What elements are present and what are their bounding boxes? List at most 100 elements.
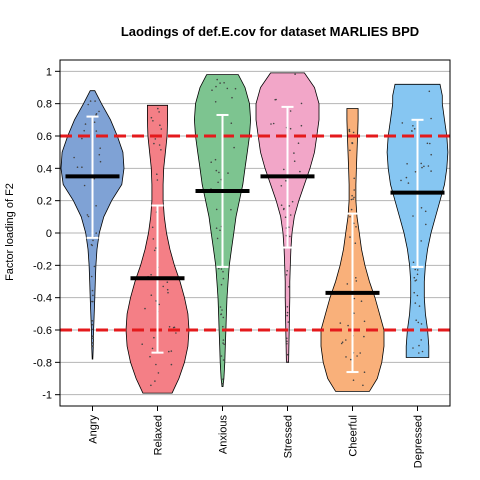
observation-point [289, 235, 291, 238]
x-tick-label-depressed: Depressed [413, 415, 425, 468]
observation-point [98, 110, 100, 113]
observation-point [286, 337, 288, 340]
observation-point [168, 350, 170, 353]
observation-point [218, 267, 220, 270]
observation-point [155, 247, 157, 249]
x-tick-label-anxious: Anxious [218, 415, 230, 455]
observation-point [157, 107, 159, 110]
observation-point [418, 344, 420, 347]
observation-point [418, 305, 421, 307]
y-tick-label: 0.2 [37, 196, 52, 208]
observation-point [93, 121, 96, 123]
observation-point [214, 101, 217, 103]
observation-point [234, 87, 237, 90]
observation-point [285, 180, 287, 182]
y-tick-label: 0 [46, 228, 52, 240]
y-tick-label: -0.6 [33, 325, 52, 337]
observation-point [414, 171, 417, 173]
observation-point [222, 270, 224, 273]
x-axis-ticks: Angry Relaxed Anxious Stressed Cheerful Depre… [88, 406, 425, 468]
observation-point [220, 268, 223, 270]
observation-point [286, 340, 288, 343]
observation-point [353, 196, 355, 199]
observation-point [150, 273, 152, 276]
observation-point [158, 303, 160, 306]
observation-point [166, 288, 169, 291]
observation-point [153, 336, 155, 339]
observation-point [222, 316, 225, 319]
observation-point [166, 281, 169, 284]
observation-point [405, 176, 408, 179]
y-tick-label: 0.4 [37, 163, 52, 175]
observation-point [363, 371, 366, 374]
observation-point [84, 123, 87, 125]
observation-point [299, 170, 301, 173]
observation-point [286, 361, 288, 363]
observation-point [215, 208, 218, 211]
observation-point [91, 320, 94, 322]
observation-point [283, 168, 285, 171]
observation-point [347, 324, 349, 327]
observation-point [284, 216, 287, 218]
observation-point [430, 153, 433, 156]
observation-point [412, 215, 414, 217]
observation-point [83, 184, 86, 187]
observation-point [420, 339, 423, 341]
observation-point [222, 378, 224, 381]
observation-point [149, 355, 151, 358]
observation-point [89, 100, 92, 102]
observation-point [293, 160, 296, 162]
observation-point [218, 171, 220, 174]
observation-point [167, 291, 169, 294]
observation-point [153, 142, 155, 145]
observation-point [215, 85, 217, 88]
observation-point [159, 124, 161, 126]
observation-point [350, 358, 352, 361]
observation-point [91, 244, 93, 247]
observation-point [156, 179, 159, 181]
observation-point [415, 319, 418, 322]
observation-point [222, 277, 225, 280]
observation-point [158, 144, 161, 146]
observation-point [211, 89, 213, 91]
observation-point [91, 328, 93, 331]
y-tick-label: -0.2 [33, 260, 52, 272]
observation-point [406, 163, 408, 165]
observation-point [286, 353, 289, 356]
observation-point [152, 238, 155, 240]
observation-point [160, 128, 163, 130]
observation-point [222, 339, 225, 341]
observation-point [282, 208, 285, 211]
observation-point [168, 326, 171, 328]
observation-point [412, 347, 414, 349]
observation-point [95, 205, 97, 207]
observation-point [91, 323, 93, 326]
observation-point [92, 300, 94, 303]
observation-point [150, 116, 153, 119]
observation-point [95, 114, 97, 116]
observation-point [412, 125, 414, 127]
observation-point [401, 122, 404, 124]
observation-point [345, 339, 347, 341]
observation-point [86, 214, 89, 216]
observation-point [158, 111, 160, 113]
observation-point [340, 342, 343, 345]
observation-point [275, 98, 277, 101]
observation-point [154, 138, 157, 140]
observation-point [351, 194, 353, 197]
observation-point [430, 117, 432, 120]
observation-point [156, 173, 158, 175]
observation-point [414, 302, 417, 304]
observation-point [144, 307, 146, 310]
observation-point [81, 137, 83, 140]
observation-point [418, 352, 420, 354]
observation-point [350, 208, 353, 211]
observation-point [413, 291, 416, 294]
observation-point [91, 342, 94, 344]
observation-point [416, 273, 419, 276]
observation-point [280, 204, 283, 206]
observation-point [286, 306, 289, 308]
observation-point [353, 297, 356, 300]
observation-point [426, 142, 429, 145]
observation-point [151, 226, 154, 229]
